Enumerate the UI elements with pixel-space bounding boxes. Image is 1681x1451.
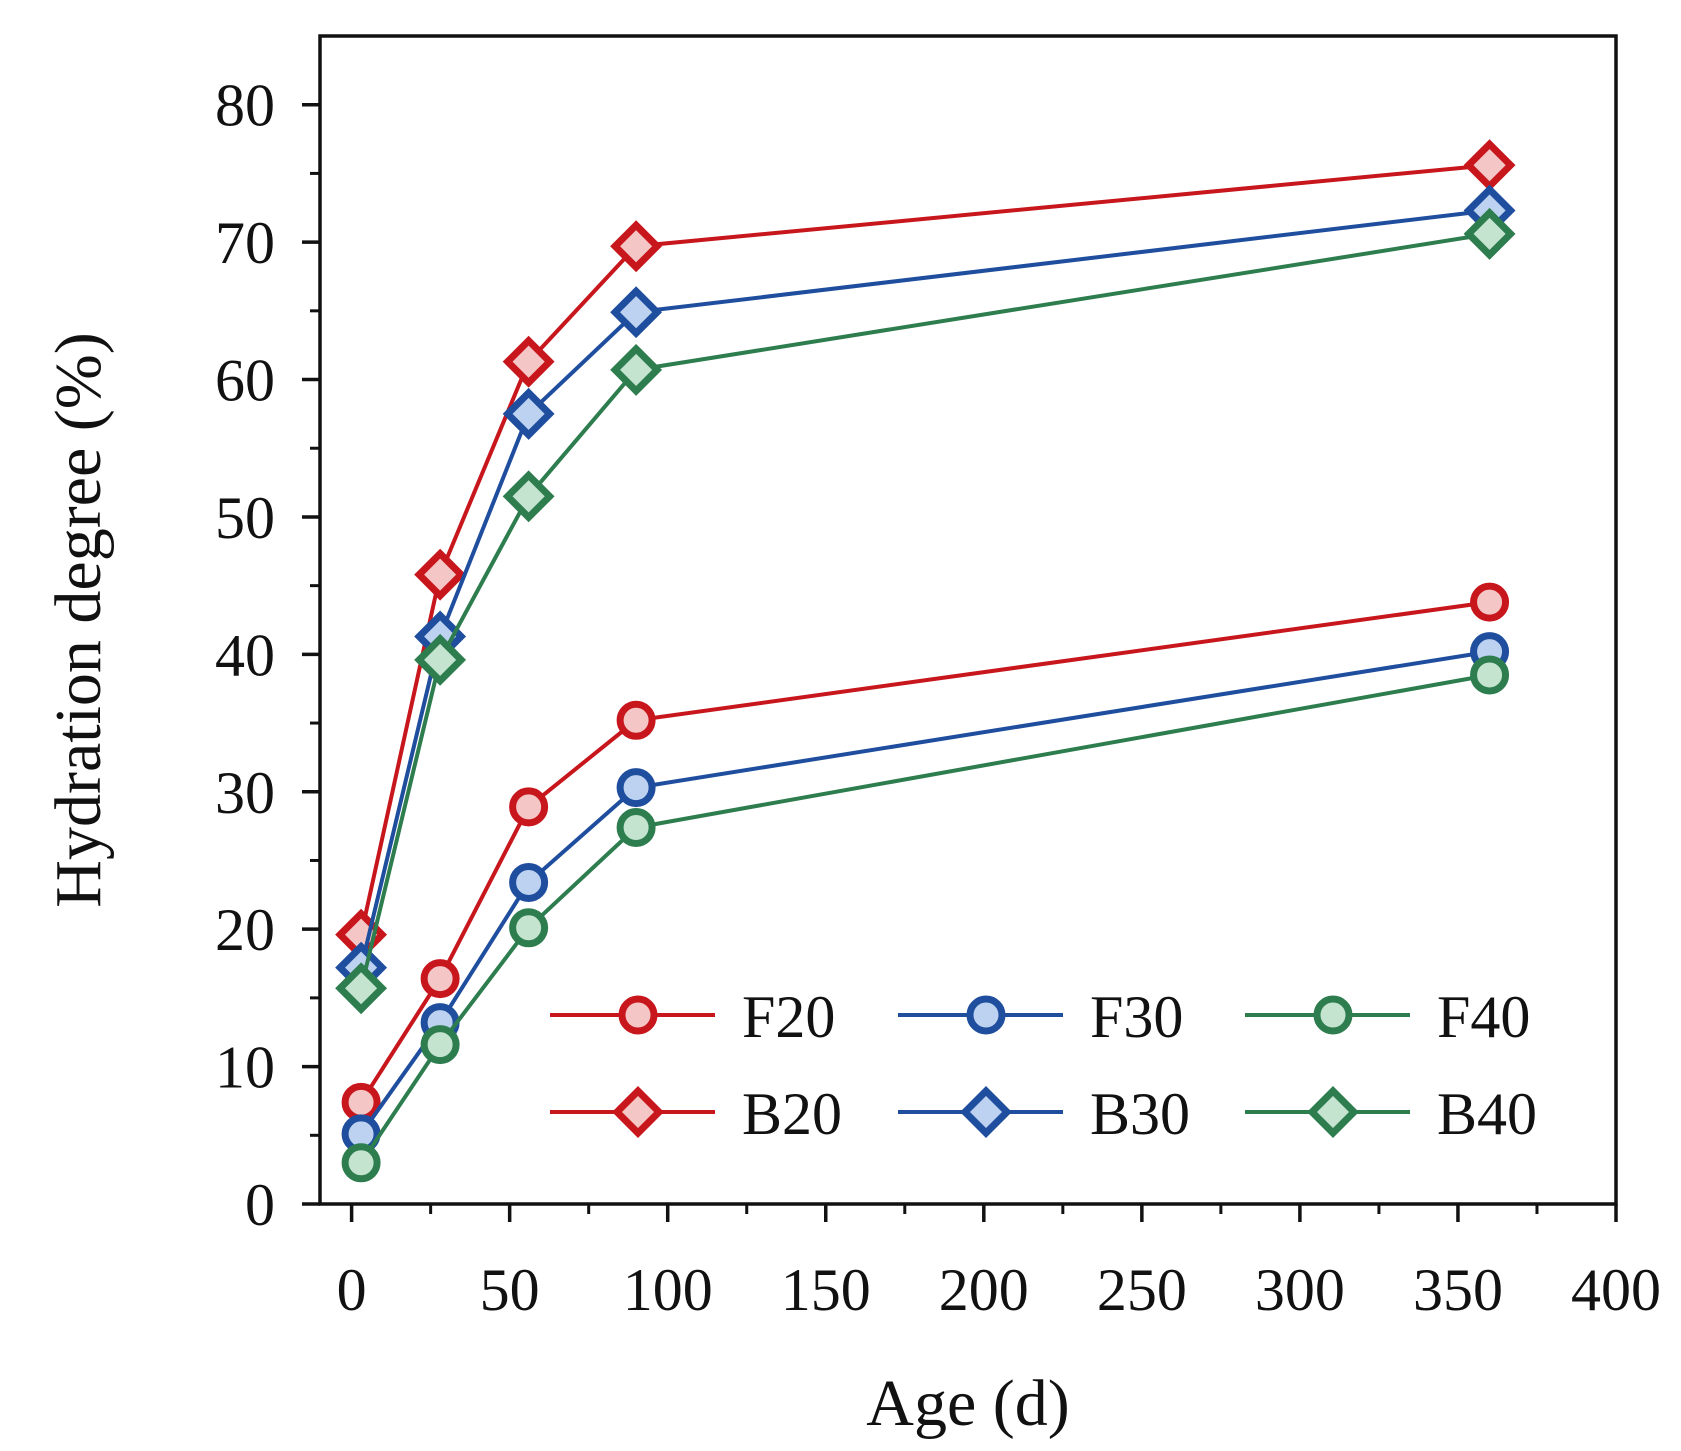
y-axis-title: Hydration degree (%) xyxy=(42,332,115,907)
series-layer xyxy=(335,139,1516,1183)
series-f20 xyxy=(341,582,1510,1122)
y-tick-label: 70 xyxy=(215,210,275,276)
data-point-f20 xyxy=(616,700,656,740)
x-tick-label: 0 xyxy=(337,1257,367,1323)
y-tick-label: 20 xyxy=(215,897,275,963)
legend-marker-b40 xyxy=(1307,1086,1359,1138)
legend-item-f30: F30 xyxy=(898,984,1183,1050)
series-b40 xyxy=(335,207,1516,1015)
legend-label-f40: F40 xyxy=(1437,984,1530,1050)
y-tick-label: 30 xyxy=(215,760,275,826)
legend-label-b40: B40 xyxy=(1437,1081,1537,1147)
legend-label-f20: F20 xyxy=(742,984,835,1050)
x-tick-label: 150 xyxy=(781,1257,871,1323)
legend-item-f20: F20 xyxy=(550,984,835,1050)
data-point-b20 xyxy=(610,220,663,273)
x-tick-label: 300 xyxy=(1255,1257,1345,1323)
legend-item-b40: B40 xyxy=(1245,1081,1537,1147)
x-tick-label: 400 xyxy=(1571,1257,1661,1323)
data-point-b20 xyxy=(502,335,555,388)
data-point-f20 xyxy=(420,959,460,999)
data-point-f40 xyxy=(1470,655,1510,695)
legend: F20 F30 F40 B20 B30 B40 xyxy=(550,984,1537,1147)
legend-label-b20: B20 xyxy=(742,1081,842,1147)
x-tick-label: 50 xyxy=(480,1257,540,1323)
data-point-b20 xyxy=(1463,139,1516,192)
data-point-b20 xyxy=(414,548,467,601)
data-point-f20 xyxy=(1470,582,1510,622)
data-point-b30 xyxy=(502,387,555,440)
data-point-b30 xyxy=(610,286,663,339)
series-f40 xyxy=(341,655,1510,1183)
x-axis-title: Age (d) xyxy=(866,1367,1069,1440)
legend-item-b30: B30 xyxy=(898,1081,1190,1147)
data-point-f40 xyxy=(509,908,549,948)
y-tick-label: 60 xyxy=(215,348,275,414)
data-point-b40 xyxy=(502,470,555,523)
data-point-f40 xyxy=(616,807,656,847)
data-point-b40 xyxy=(335,962,388,1015)
series-f30 xyxy=(341,632,1510,1154)
legend-item-b20: B20 xyxy=(550,1081,842,1147)
legend-item-f40: F40 xyxy=(1245,984,1530,1050)
data-point-f30 xyxy=(616,768,656,808)
data-point-f40 xyxy=(420,1025,460,1065)
y-tick-label: 10 xyxy=(215,1035,275,1101)
legend-label-f30: F30 xyxy=(1090,984,1183,1050)
data-point-f40 xyxy=(341,1143,381,1183)
axis-tick-labels: 0 50 100 150 200 250 300 350 400 0 10 20 30 40 50 60 70 8… xyxy=(215,73,1661,1323)
data-point-f30 xyxy=(509,862,549,902)
x-tick-label: 350 xyxy=(1413,1257,1503,1323)
x-tick-label: 200 xyxy=(939,1257,1029,1323)
legend-marker-f20 xyxy=(618,995,658,1035)
data-point-f20 xyxy=(341,1082,381,1122)
y-tick-label: 40 xyxy=(215,622,275,688)
legend-marker-f40 xyxy=(1313,995,1353,1035)
data-point-b40 xyxy=(610,343,663,396)
legend-marker-f30 xyxy=(966,995,1006,1035)
y-tick-label: 50 xyxy=(215,485,275,551)
legend-label-b30: B30 xyxy=(1090,1081,1190,1147)
y-tick-label: 80 xyxy=(215,73,275,139)
data-point-b40 xyxy=(1463,207,1516,260)
legend-marker-b30 xyxy=(960,1086,1012,1138)
legend-marker-b20 xyxy=(612,1086,664,1138)
x-tick-label: 250 xyxy=(1097,1257,1187,1323)
plot-frame xyxy=(318,34,1618,1206)
y-tick-label: 0 xyxy=(245,1172,275,1238)
data-point-b40 xyxy=(414,633,467,686)
axis-ticks xyxy=(302,102,1618,1222)
data-point-f20 xyxy=(509,787,549,827)
x-tick-label: 100 xyxy=(623,1257,713,1323)
